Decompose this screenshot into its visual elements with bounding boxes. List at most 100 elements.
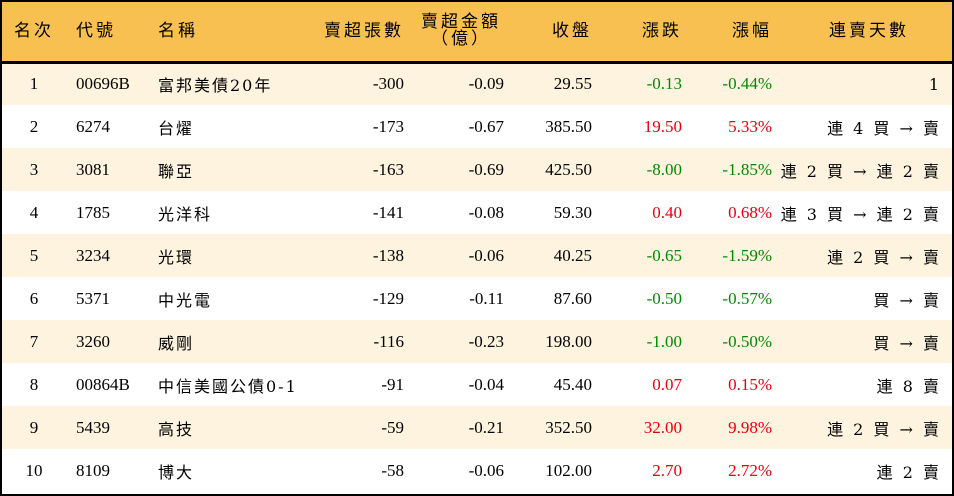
net-sell-lots-cell: -300	[372, 74, 404, 94]
table-header: 名次 代號 名稱 賣超張數 賣超金額 （億） 收盤 漲跌 漲幅 連賣天數	[2, 2, 952, 64]
change-pct-cell: 0.15%	[728, 374, 772, 394]
streak-cell: 買 → 賣	[873, 290, 940, 310]
table-row[interactable]: 8 00864B 中信美國公債0-1 -91 -0.04 45.40 0.07 …	[2, 363, 952, 406]
streak-cell: 連 2 買 → 連 2 賣	[780, 161, 940, 181]
table-row[interactable]: 10 8109 博大 -58 -0.06 102.00 2.70 2.72% 連…	[2, 449, 952, 492]
change-pct-cell: -0.50%	[722, 331, 772, 351]
net-sell-lots-cell: -138	[372, 245, 404, 265]
change-cell: -0.50	[646, 288, 682, 308]
close-cell: 29.55	[553, 74, 592, 94]
net-sell-amount-cell: -0.67	[468, 116, 504, 136]
close-cell: 425.50	[545, 159, 592, 179]
name-cell[interactable]: 中信美國公債0-1	[158, 376, 298, 396]
net-sell-lots-cell: -91	[381, 374, 404, 394]
rank-cell: 2	[29, 116, 39, 136]
name-cell[interactable]: 聯亞	[158, 161, 195, 181]
net-sell-lots-cell: -141	[372, 202, 404, 222]
name-cell[interactable]: 光洋科	[158, 204, 213, 224]
table-row[interactable]: 3 3081 聯亞 -163 -0.69 425.50 -8.00 -1.85%…	[2, 148, 952, 191]
streak-cell: 連 3 買 → 連 2 賣	[780, 204, 940, 224]
change-pct-cell: 9.98%	[728, 417, 772, 437]
net-sell-amount-cell: -0.06	[468, 245, 504, 265]
net-sell-lots-cell: -163	[372, 159, 404, 179]
table-row[interactable]: 1 00696B 富邦美債20年 -300 -0.09 29.55 -0.13 …	[2, 62, 952, 105]
col-close-header[interactable]: 收盤	[504, 2, 594, 64]
change-pct-cell: -1.85%	[722, 159, 772, 179]
change-cell: 32.00	[643, 417, 682, 437]
close-cell: 40.25	[553, 245, 592, 265]
code-cell[interactable]: 3260	[76, 331, 110, 351]
name-cell[interactable]: 富邦美債20年	[158, 76, 273, 96]
change-pct-cell: 5.33%	[728, 116, 772, 136]
table-row[interactable]: 4 1785 光洋科 -141 -0.08 59.30 0.40 0.68% 連…	[2, 191, 952, 234]
streak-cell: 1	[928, 74, 940, 94]
name-cell[interactable]: 高技	[158, 419, 195, 439]
code-cell[interactable]: 5439	[76, 417, 110, 437]
streak-cell: 買 → 賣	[873, 333, 940, 353]
net-sell-lots-cell: -173	[372, 116, 404, 136]
col-name-header[interactable]: 名稱	[150, 2, 320, 64]
table-row[interactable]: 2 6274 台燿 -173 -0.67 385.50 19.50 5.33% …	[2, 105, 952, 148]
table-row[interactable]: 5 3234 光環 -138 -0.06 40.25 -0.65 -1.59% …	[2, 234, 952, 277]
net-sell-amount-cell: -0.21	[468, 417, 504, 437]
streak-cell: 連 8 賣	[876, 376, 940, 396]
streak-cell: 連 4 買 → 賣	[827, 118, 940, 138]
rank-cell: 4	[29, 202, 39, 222]
rank-cell: 5	[29, 245, 39, 265]
code-cell[interactable]: 3234	[76, 245, 110, 265]
close-cell: 198.00	[545, 331, 592, 351]
col-streak-header[interactable]: 連賣天數	[774, 2, 952, 64]
col-change-header[interactable]: 漲跌	[594, 2, 684, 64]
name-cell[interactable]: 台燿	[158, 118, 195, 138]
code-cell[interactable]: 1785	[76, 202, 110, 222]
rank-cell: 8	[29, 374, 39, 394]
change-cell: 19.50	[643, 116, 682, 136]
code-cell[interactable]: 00696B	[76, 74, 130, 94]
code-cell[interactable]: 8109	[76, 460, 110, 480]
col-code-header[interactable]: 代號	[66, 2, 150, 64]
header-row: 名次 代號 名稱 賣超張數 賣超金額 （億） 收盤 漲跌 漲幅 連賣天數	[2, 2, 952, 64]
streak-cell: 連 2 買 → 賣	[827, 247, 940, 267]
code-cell[interactable]: 00864B	[76, 374, 130, 394]
table-row[interactable]: 7 3260 威剛 -116 -0.23 198.00 -1.00 -0.50%…	[2, 320, 952, 363]
change-cell: 0.07	[652, 374, 682, 394]
table-row[interactable]: 9 5439 高技 -59 -0.21 352.50 32.00 9.98% 連…	[2, 406, 952, 449]
col-rank-header[interactable]: 名次	[2, 2, 66, 64]
net-sell-amount-cell: -0.09	[468, 74, 504, 94]
net-sell-amount-header-line2: （億）	[431, 29, 491, 50]
net-sell-amount-header-line1: 賣超金額	[421, 12, 501, 33]
net-sell-amount-cell: -0.23	[468, 331, 504, 351]
close-cell: 352.50	[545, 417, 592, 437]
col-change-pct-header[interactable]: 漲幅	[684, 2, 774, 64]
change-cell: -0.13	[646, 74, 682, 94]
name-cell[interactable]: 威剛	[158, 333, 195, 353]
net-sell-lots-cell: -129	[372, 288, 404, 308]
net-sell-amount-cell: -0.11	[469, 288, 504, 308]
change-cell: 0.40	[652, 202, 682, 222]
name-cell[interactable]: 博大	[158, 462, 195, 482]
rank-cell: 10	[25, 460, 43, 480]
code-cell[interactable]: 3081	[76, 159, 110, 179]
streak-cell: 連 2 賣	[876, 462, 940, 482]
net-sell-amount-cell: -0.69	[468, 159, 504, 179]
change-cell: 2.70	[652, 460, 682, 480]
col-net-sell-amount-header[interactable]: 賣超金額 （億）	[404, 2, 504, 64]
code-cell[interactable]: 5371	[76, 288, 110, 308]
name-cell[interactable]: 中光電	[158, 290, 213, 310]
net-sell-amount-cell: -0.06	[468, 460, 504, 480]
change-pct-cell: -0.44%	[722, 74, 772, 94]
close-cell: 45.40	[553, 374, 592, 394]
col-net-sell-lots-header[interactable]: 賣超張數	[320, 2, 404, 64]
change-cell: -8.00	[646, 159, 682, 179]
net-sell-lots-cell: -116	[373, 331, 404, 351]
change-cell: -1.00	[646, 331, 682, 351]
net-sell-lots-cell: -58	[381, 460, 404, 480]
close-cell: 59.30	[553, 202, 592, 222]
name-cell[interactable]: 光環	[158, 247, 195, 267]
table-row[interactable]: 6 5371 中光電 -129 -0.11 87.60 -0.50 -0.57%…	[2, 277, 952, 320]
table-body: 1 00696B 富邦美債20年 -300 -0.09 29.55 -0.13 …	[2, 62, 952, 492]
code-cell[interactable]: 6274	[76, 116, 110, 136]
streak-cell: 連 2 買 → 賣	[827, 419, 940, 439]
